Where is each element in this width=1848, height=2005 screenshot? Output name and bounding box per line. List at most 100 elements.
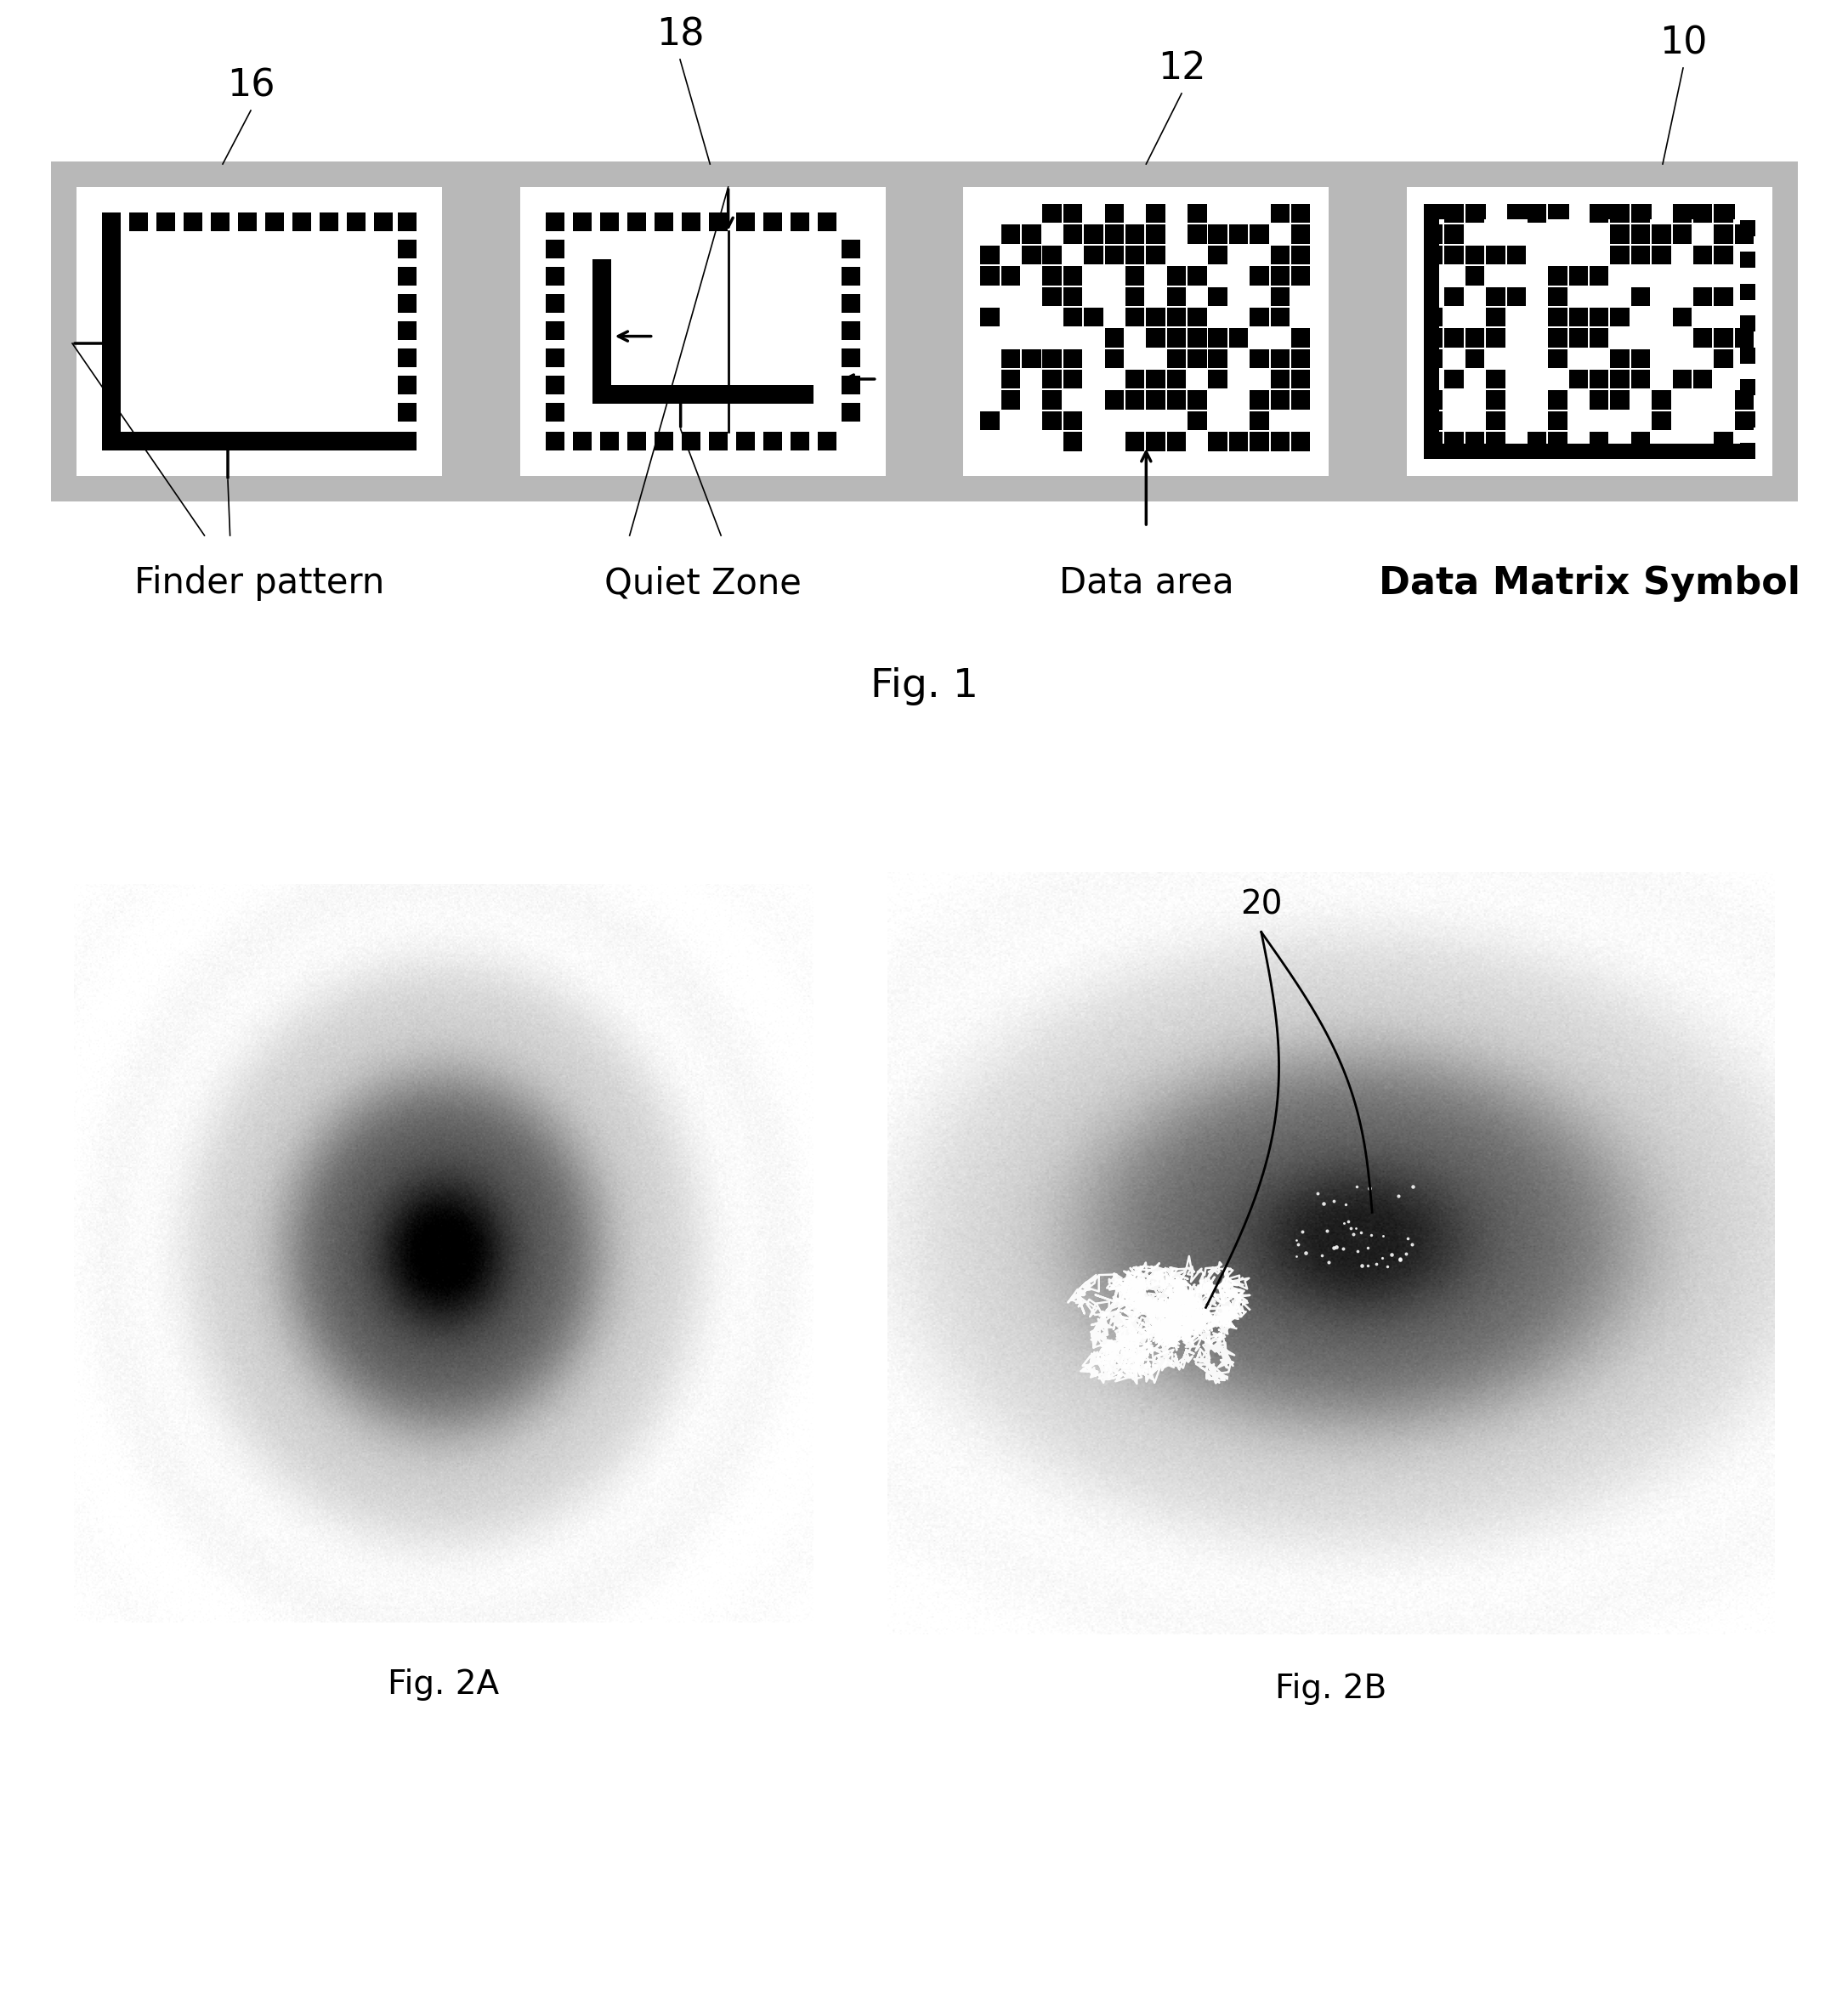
Bar	[1486, 245, 1504, 265]
Bar	[1713, 431, 1733, 451]
Bar	[1146, 431, 1166, 451]
Bar	[1445, 205, 1464, 223]
Bar	[1105, 225, 1124, 245]
Bar	[397, 375, 416, 395]
Bar	[573, 213, 591, 231]
Bar	[626, 431, 645, 451]
Bar	[841, 375, 859, 395]
Text: 12: 12	[1157, 50, 1205, 86]
Bar	[1506, 205, 1528, 219]
Bar	[1249, 267, 1270, 285]
Bar	[1209, 287, 1227, 307]
Bar	[1002, 369, 1020, 389]
Bar	[1549, 431, 1567, 451]
Bar	[1270, 391, 1290, 409]
Bar	[1569, 369, 1587, 389]
Bar	[1292, 267, 1310, 285]
Bar	[791, 213, 809, 231]
Bar	[1589, 329, 1608, 347]
Bar	[1249, 391, 1270, 409]
Text: Data area: Data area	[1059, 565, 1234, 602]
Bar	[1146, 205, 1166, 223]
Bar	[1105, 205, 1124, 223]
Bar	[1209, 245, 1227, 265]
Bar	[1042, 369, 1061, 389]
Bar	[1002, 349, 1020, 369]
Bar	[1188, 225, 1207, 245]
Bar	[626, 213, 645, 231]
Bar	[1486, 287, 1504, 307]
Bar	[1632, 349, 1650, 369]
Bar	[1125, 307, 1144, 327]
Bar	[1125, 245, 1144, 265]
Bar	[1610, 369, 1630, 389]
Bar	[1486, 431, 1504, 451]
Bar	[545, 349, 564, 367]
Bar	[1063, 307, 1083, 327]
Bar	[1569, 329, 1587, 347]
Bar	[1610, 245, 1630, 265]
Bar	[601, 213, 619, 231]
Bar	[545, 403, 564, 421]
Bar	[1188, 307, 1207, 327]
Bar	[654, 213, 673, 231]
Bar	[1125, 225, 1144, 245]
Text: Fig. 2A: Fig. 2A	[388, 1668, 499, 1700]
Bar	[1166, 287, 1186, 307]
Bar	[1741, 221, 1756, 237]
Bar	[1445, 329, 1464, 347]
Bar	[545, 213, 564, 231]
Bar	[1166, 267, 1186, 285]
Bar	[1465, 205, 1486, 219]
Bar	[1292, 225, 1310, 245]
Bar	[1549, 267, 1567, 285]
Bar	[1270, 369, 1290, 389]
Bar	[1209, 225, 1227, 245]
Bar	[1741, 315, 1756, 331]
Bar	[1465, 205, 1484, 223]
Bar	[545, 295, 564, 313]
Text: Fig. 2B: Fig. 2B	[1275, 1672, 1386, 1704]
Bar	[1735, 225, 1754, 245]
Bar	[591, 259, 612, 403]
Bar	[1270, 431, 1290, 451]
Bar	[1486, 411, 1504, 431]
Bar	[1652, 245, 1671, 265]
Bar	[1445, 245, 1464, 265]
Bar	[545, 267, 564, 285]
Bar	[1166, 431, 1186, 451]
Bar	[397, 349, 416, 367]
Bar	[981, 411, 1000, 431]
Bar	[841, 241, 859, 259]
Bar	[1423, 307, 1443, 327]
Bar	[1506, 287, 1526, 307]
Bar	[1042, 411, 1061, 431]
Bar	[1042, 391, 1061, 409]
Bar	[1445, 225, 1464, 245]
Bar	[1423, 391, 1443, 409]
Bar	[1693, 245, 1713, 265]
Bar	[1166, 391, 1186, 409]
Bar	[763, 213, 782, 231]
Text: 18: 18	[656, 16, 704, 52]
Bar	[1672, 205, 1693, 219]
Bar	[129, 213, 148, 231]
Bar	[591, 385, 813, 403]
Bar	[1713, 349, 1733, 369]
Bar	[1188, 329, 1207, 347]
Bar	[1188, 349, 1207, 369]
Bar	[1063, 349, 1083, 369]
Bar	[1423, 411, 1443, 431]
Bar	[1063, 431, 1083, 451]
Bar	[1423, 205, 1756, 459]
Bar	[1549, 307, 1567, 327]
Bar	[1270, 349, 1290, 369]
Bar	[1652, 391, 1671, 409]
Bar	[841, 403, 859, 421]
Bar	[1713, 245, 1733, 265]
Bar	[1270, 287, 1290, 307]
Bar	[1672, 307, 1691, 327]
Bar	[397, 403, 416, 421]
Bar	[266, 213, 285, 231]
Bar	[1486, 307, 1504, 327]
